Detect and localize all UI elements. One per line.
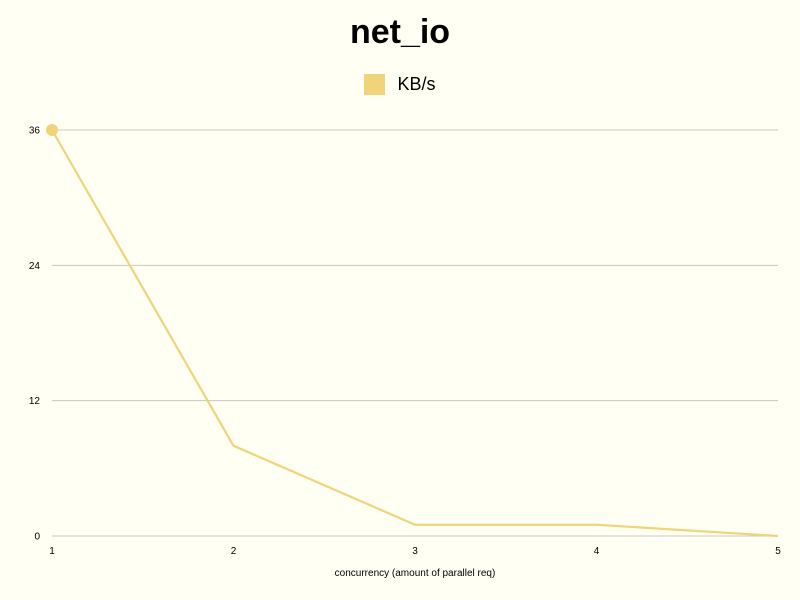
x-tick-label: 3 — [412, 546, 418, 557]
x-axis-label: concurrency (amount of parallel req) — [335, 568, 496, 579]
y-tick-label: 12 — [29, 396, 41, 407]
x-tick-label: 2 — [231, 546, 237, 557]
x-tick-label: 1 — [49, 546, 55, 557]
legend-label: KB/s — [397, 74, 436, 94]
legend: KB/s — [0, 74, 800, 95]
legend-swatch — [364, 74, 386, 95]
x-tick-label: 4 — [594, 546, 600, 557]
x-tick-label: 5 — [775, 546, 781, 557]
series-line — [51, 129, 779, 538]
chart-title: net_io — [349, 13, 451, 51]
data-point-marker — [46, 124, 58, 136]
y-tick-label: 24 — [29, 261, 41, 272]
y-tick-label: 0 — [34, 532, 40, 543]
y-tick-label: 36 — [29, 126, 41, 137]
